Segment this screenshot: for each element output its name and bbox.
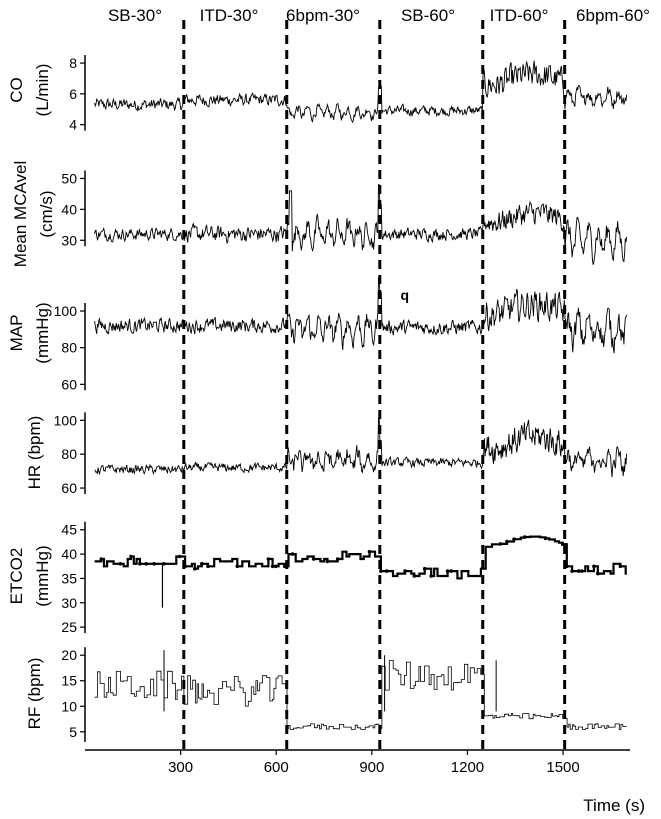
data-point-etco2 (596, 571, 600, 576)
data-point-etco2 (290, 552, 295, 556)
y-tick-label-hr: 80 (61, 446, 77, 462)
data-point-etco2 (193, 566, 197, 571)
y-axis-label-etco2: (mmHg) (33, 545, 52, 606)
data-point-etco2 (449, 569, 454, 573)
data-point-etco2 (580, 569, 584, 573)
x-tick-label: 1200 (451, 759, 484, 776)
phase-label: ITD-60° (490, 6, 549, 25)
y-tick-label-map: 100 (54, 303, 78, 319)
y-axis-label-mcav: Mean MCAvel (11, 161, 30, 267)
series-line-map (94, 277, 628, 354)
data-point-etco2 (138, 562, 142, 566)
x-tick-label: 1500 (546, 759, 579, 776)
x-tick-label: 600 (264, 759, 289, 776)
data-point-etco2 (412, 574, 417, 578)
phase-label: 6bpm-60° (576, 6, 650, 25)
panel-mcav: 30 40 50 Mean MCAvel (cm/s) (11, 161, 628, 267)
series-step-rf (94, 660, 627, 730)
data-point-etco2 (522, 535, 527, 539)
panel-map: 60 80 100 MAP (mmHg) q (7, 277, 628, 392)
data-point-etco2 (152, 562, 156, 566)
y-tick-label-map: 80 (61, 340, 77, 356)
data-point-etco2 (177, 554, 182, 559)
y-tick-label-co: 4 (69, 117, 77, 133)
y-tick-label-rf: 15 (61, 673, 77, 689)
data-point-etco2 (274, 564, 278, 569)
y-tick-label-co: 8 (69, 55, 77, 71)
y-axis-label-mcav: (cm/s) (37, 190, 56, 237)
data-point-etco2 (311, 557, 316, 561)
x-tick-label: 300 (168, 759, 193, 776)
data-point-etco2 (206, 564, 210, 569)
data-point-etco2 (270, 564, 275, 569)
data-point-etco2 (429, 574, 434, 578)
x-axis: 300 600 900 1200 1500 Time (s) (85, 749, 645, 815)
panels: 4 6 8 CO (L/min) 30 40 50 Mean MCAvel (cm/s) 60 80 1… (7, 55, 628, 742)
y-tick-label-etco2: 35 (61, 570, 77, 586)
y-tick-label-hr: 100 (54, 412, 78, 428)
phase-label: SB-60° (401, 6, 455, 25)
data-point-etco2 (118, 562, 123, 566)
y-axis-label-map: (mmHg) (33, 302, 52, 363)
panel-etco2: 25 30 35 40 45 ETCO2 (mmHg) (7, 521, 627, 635)
series-line-hr (94, 417, 628, 478)
y-tick-label-etco2: 40 (61, 546, 77, 562)
data-point-etco2 (577, 569, 581, 573)
x-tick-label: 900 (359, 759, 384, 776)
y-axis-label-rf: RF (bpm) (25, 658, 44, 730)
panel-hr: 60 80 100 HR (bpm) (25, 412, 628, 496)
y-tick-label-mcav: 30 (61, 232, 77, 248)
data-point-etco2 (543, 536, 548, 541)
data-point-etco2 (422, 566, 427, 571)
y-tick-label-etco2: 25 (61, 619, 77, 635)
y-tick-label-rf: 10 (61, 698, 77, 714)
data-point-etco2 (618, 564, 623, 569)
series-line-mcav (94, 184, 628, 265)
annotation-map: q (401, 287, 410, 303)
data-point-etco2 (512, 537, 516, 541)
y-tick-label-mcav: 40 (61, 201, 77, 217)
phase-label: SB-30° (108, 6, 162, 25)
phase-label: 6bpm-30° (286, 6, 360, 25)
y-axis-label-co: (L/min) (33, 64, 52, 117)
y-tick-label-rf: 20 (61, 647, 77, 663)
y-tick-label-hr: 60 (61, 480, 77, 496)
data-point-etco2 (144, 562, 149, 566)
panel-co: 4 6 8 CO (L/min) (7, 55, 628, 133)
phase-label: ITD-30° (200, 6, 259, 25)
data-point-etco2 (379, 569, 383, 573)
phase-labels: SB-30° ITD-30° 6bpm-30° SB-60° ITD-60° 6bpm-6… (108, 6, 650, 25)
data-point-etco2 (498, 542, 503, 546)
data-point-etco2 (99, 557, 104, 561)
data-point-etco2 (129, 554, 133, 559)
y-axis-label-map: MAP (7, 315, 26, 352)
y-tick-label-mcav: 50 (61, 170, 77, 186)
x-axis-label: Time (s) (583, 796, 645, 815)
data-point-etco2 (335, 557, 340, 561)
data-point-etco2 (403, 569, 407, 573)
data-point-etco2 (200, 562, 204, 566)
y-axis-label-etco2: ETCO2 (7, 548, 26, 605)
data-point-etco2 (592, 564, 596, 569)
y-axis-label-hr: HR (bpm) (25, 416, 44, 490)
y-tick-label-co: 6 (69, 86, 77, 102)
y-tick-label-rf: 5 (69, 724, 77, 740)
data-point-etco2 (445, 569, 450, 573)
y-axis-label-co: CO (7, 77, 26, 103)
phase-dividers (182, 20, 567, 750)
series-line-co (94, 60, 628, 124)
data-point-etco2 (235, 564, 240, 569)
y-tick-label-etco2: 30 (61, 595, 77, 611)
y-tick-label-etco2: 45 (61, 522, 77, 538)
y-tick-label-map: 60 (61, 376, 77, 392)
panel-rf: 5 10 15 20 RF (bpm) (25, 647, 627, 742)
data-point-etco2 (367, 549, 372, 554)
data-point-etco2 (570, 569, 574, 573)
data-point-etco2 (384, 569, 389, 573)
data-point-etco2 (266, 557, 271, 561)
data-point-etco2 (505, 539, 509, 544)
series-step-etco2 (94, 535, 627, 580)
data-point-etco2 (325, 559, 330, 564)
